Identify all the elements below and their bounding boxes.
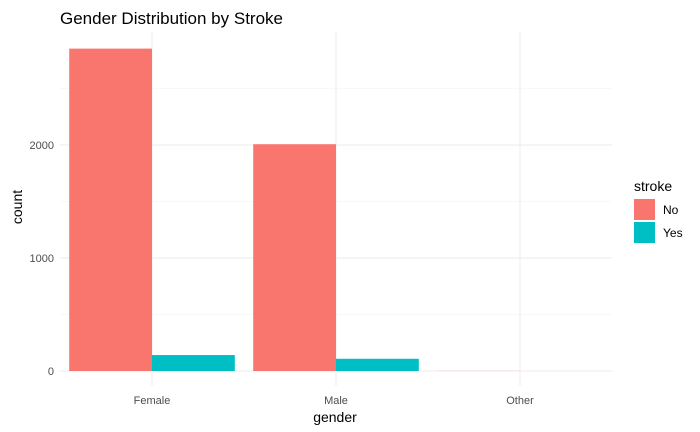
x-tick-label: Other — [506, 395, 534, 407]
bar-female-no — [69, 48, 152, 372]
legend-title: stroke — [634, 178, 672, 194]
y-tick-label: 1000 — [30, 253, 54, 265]
bars — [69, 48, 520, 372]
y-tick-label: 2000 — [30, 140, 54, 152]
legend-label-no: No — [663, 203, 679, 217]
legend-key-yes — [634, 222, 655, 243]
bar-female-yes — [152, 355, 235, 371]
x-tick-label: Male — [324, 395, 348, 407]
x-axis-title: gender — [313, 409, 357, 425]
x-tick-label: Female — [134, 395, 171, 407]
y-tick-label: 0 — [48, 366, 54, 378]
legend-key-no — [634, 199, 655, 220]
legend: stroke No Yes — [634, 178, 683, 243]
legend-label-yes: Yes — [663, 226, 683, 240]
bar-male-yes — [336, 358, 419, 371]
bar-male-no — [253, 144, 336, 371]
x-tick-labels: Female Male Other — [134, 395, 534, 407]
y-axis-title: count — [9, 190, 25, 224]
legend-items: No Yes — [634, 199, 683, 243]
chart-title: Gender Distribution by Stroke — [60, 9, 283, 28]
y-tick-labels: 0 1000 2000 — [30, 140, 54, 378]
